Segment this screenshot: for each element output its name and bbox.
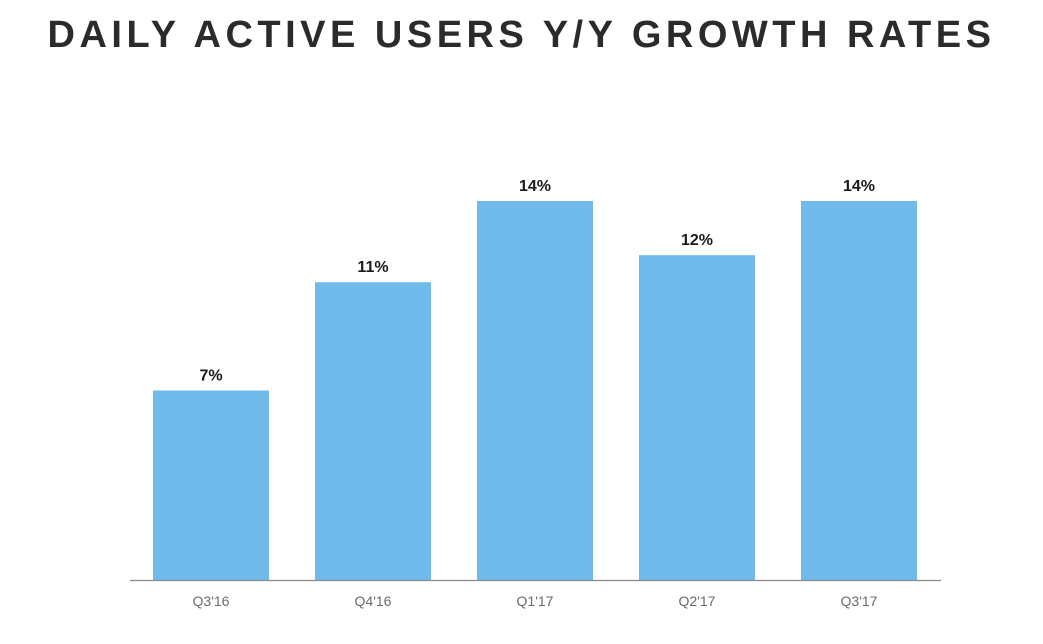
data-label-3: 12% [681,232,713,249]
data-label-0: 7% [199,368,222,385]
data-labels-layer: 7% 11% 14% 12% 14% [199,178,875,385]
chart-title: DAILY ACTIVE USERS Y/Y GROWTH RATES [47,14,996,56]
bar-3 [639,255,755,580]
bar-2 [477,201,593,580]
x-tick-label-0: Q3'16 [193,593,230,609]
data-label-2: 14% [519,178,551,195]
bar-1 [315,282,431,580]
data-label-1: 11% [357,259,388,276]
x-tick-label-1: Q4'16 [355,593,392,609]
bar-0 [153,390,269,580]
x-tick-labels-layer: Q3'16 Q4'16 Q1'17 Q2'17 Q3'17 [193,593,878,609]
x-tick-label-3: Q2'17 [679,593,716,609]
data-label-4: 14% [843,178,875,195]
bar-4 [801,201,917,580]
bars-layer [153,201,917,580]
x-tick-label-4: Q3'17 [841,593,878,609]
x-tick-label-2: Q1'17 [517,593,554,609]
